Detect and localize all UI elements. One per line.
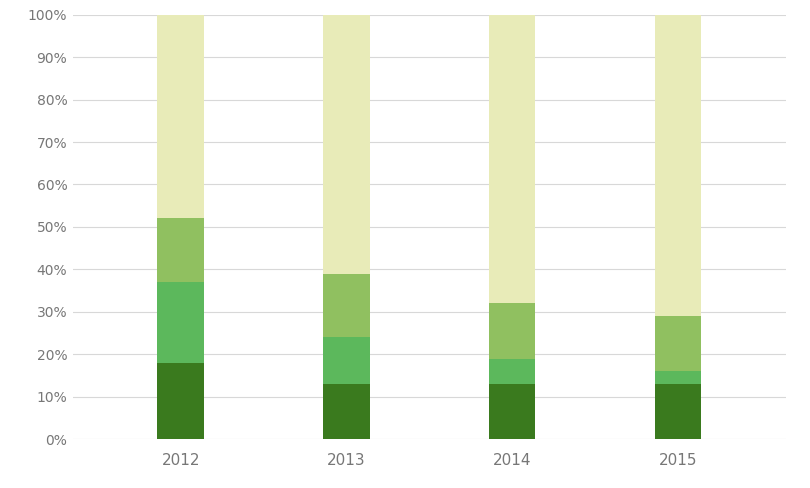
Bar xyxy=(157,15,204,219)
Bar xyxy=(323,15,369,274)
Bar xyxy=(323,337,369,384)
Bar xyxy=(489,359,535,384)
Bar xyxy=(157,282,204,363)
Bar xyxy=(489,304,535,359)
Bar xyxy=(323,274,369,337)
Bar xyxy=(323,384,369,439)
Bar xyxy=(157,363,204,439)
Bar xyxy=(654,371,701,384)
Bar xyxy=(654,384,701,439)
Bar xyxy=(654,15,701,316)
Bar xyxy=(489,384,535,439)
Bar xyxy=(654,316,701,371)
Bar xyxy=(489,15,535,304)
Bar xyxy=(157,219,204,282)
